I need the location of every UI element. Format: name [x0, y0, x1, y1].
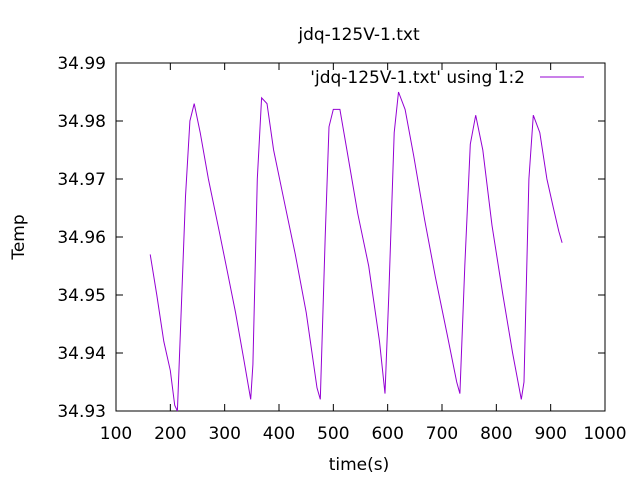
- y-axis-ticks: 34.93 34.94 34.95 34.96 34.97 34.98 34.99: [57, 54, 605, 422]
- y-tick-label: 34.96: [57, 228, 106, 248]
- x-tick-label: 700: [426, 424, 458, 444]
- y-tick-label: 34.97: [57, 170, 106, 190]
- y-tick-label: 34.95: [57, 286, 106, 306]
- x-tick-label: 300: [208, 424, 240, 444]
- y-tick-label: 34.99: [57, 54, 106, 74]
- x-tick-label: 100: [100, 424, 132, 444]
- x-tick-label: 600: [371, 424, 403, 444]
- x-tick-label: 200: [154, 424, 186, 444]
- legend-entry-label: 'jdq-125V-1.txt' using 1:2: [310, 68, 525, 88]
- x-axis-ticks: 100 200 300 400 500 600 700 800 900 1000: [100, 63, 627, 444]
- x-tick-label: 900: [534, 424, 566, 444]
- x-tick-label: 500: [317, 424, 349, 444]
- y-tick-label: 34.98: [57, 112, 106, 132]
- plot-frame: [115, 62, 606, 412]
- x-tick-label: 800: [480, 424, 512, 444]
- y-tick-label: 34.93: [57, 402, 106, 422]
- y-tick-label: 34.94: [57, 344, 106, 364]
- y-axis-label: Temp: [9, 214, 29, 260]
- x-tick-label: 400: [263, 424, 295, 444]
- x-axis-label: time(s): [329, 455, 390, 475]
- series-line: [149, 91, 563, 412]
- legend: 'jdq-125V-1.txt' using 1:2: [310, 68, 584, 88]
- x-tick-label: 1000: [583, 424, 626, 444]
- chart-title: jdq-125V-1.txt: [297, 25, 420, 45]
